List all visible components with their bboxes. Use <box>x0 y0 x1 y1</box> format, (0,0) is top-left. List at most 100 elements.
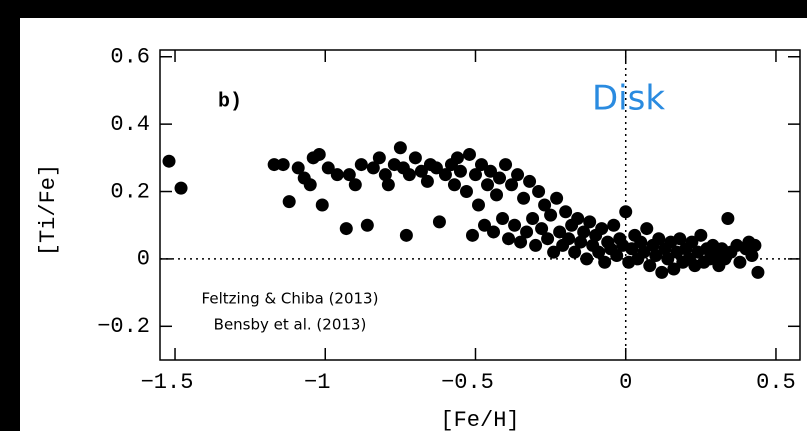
point <box>267 158 281 172</box>
panel-label: b) <box>218 90 242 113</box>
point <box>339 222 353 236</box>
point <box>484 164 498 178</box>
point <box>547 245 561 259</box>
point <box>649 249 663 263</box>
point <box>312 147 326 161</box>
point <box>490 188 504 202</box>
point <box>607 218 621 232</box>
x-tick-label: 0.5 <box>756 370 796 395</box>
point <box>511 168 525 182</box>
point <box>580 252 594 266</box>
point <box>453 164 467 178</box>
point <box>354 158 368 172</box>
point <box>541 232 555 246</box>
point <box>652 232 666 246</box>
point <box>592 245 606 259</box>
point <box>673 232 687 246</box>
point <box>694 228 708 242</box>
point <box>459 185 473 199</box>
point <box>535 222 549 236</box>
point <box>499 158 513 172</box>
point <box>420 174 434 188</box>
y-tick-label: 0 <box>137 247 150 272</box>
point <box>399 228 413 242</box>
point <box>553 225 567 239</box>
point <box>348 178 362 192</box>
point <box>571 211 585 225</box>
point <box>496 211 510 225</box>
point <box>462 147 476 161</box>
point <box>625 242 639 256</box>
point <box>751 265 765 279</box>
point <box>505 178 519 192</box>
point <box>517 191 531 205</box>
point <box>438 168 452 182</box>
point <box>559 205 573 219</box>
point <box>282 195 296 209</box>
point <box>640 222 654 236</box>
point <box>685 235 699 249</box>
x-axis-label: [Fe/H] <box>440 408 519 431</box>
point <box>661 252 675 266</box>
y-axis-label: [Ti/Fe] <box>36 164 61 256</box>
point <box>595 222 609 236</box>
point <box>465 228 479 242</box>
x-tick-label: −0.5 <box>441 370 494 395</box>
x-tick-label: −1.5 <box>141 370 194 395</box>
point <box>721 211 735 225</box>
point <box>478 218 492 232</box>
point <box>532 185 546 199</box>
point <box>330 168 344 182</box>
point <box>748 238 762 252</box>
point <box>538 198 552 212</box>
point <box>520 225 534 239</box>
point <box>360 218 374 232</box>
point <box>276 158 290 172</box>
source-label: Feltzing & Chiba (2013) <box>202 290 379 308</box>
point <box>643 259 657 273</box>
point <box>321 161 335 175</box>
point <box>526 211 540 225</box>
point <box>634 235 648 249</box>
point <box>619 205 633 219</box>
point <box>514 235 528 249</box>
panel <box>20 18 807 431</box>
point <box>447 178 461 192</box>
y-tick-label: −0.2 <box>97 314 150 339</box>
point <box>583 215 597 229</box>
point <box>468 168 482 182</box>
point <box>733 255 747 269</box>
point <box>481 178 495 192</box>
point <box>408 151 422 165</box>
point <box>372 151 386 165</box>
y-tick-label: 0.6 <box>110 45 150 70</box>
point <box>529 238 543 252</box>
point <box>487 225 501 239</box>
point <box>471 198 485 212</box>
point <box>381 178 395 192</box>
point <box>414 164 428 178</box>
point <box>393 141 407 155</box>
point <box>562 232 576 246</box>
point <box>493 171 507 185</box>
x-tick-label: 0 <box>619 370 632 395</box>
point <box>342 168 356 182</box>
point <box>637 245 651 259</box>
region-label: Disk <box>592 79 665 119</box>
source-label: Bensby et al. (2013) <box>214 316 367 334</box>
point <box>577 225 591 239</box>
point <box>502 232 516 246</box>
point <box>508 218 522 232</box>
point <box>174 181 188 195</box>
y-tick-label: 0.4 <box>110 112 150 137</box>
point <box>366 161 380 175</box>
y-tick-label: 0.2 <box>110 179 150 204</box>
point <box>429 161 443 175</box>
point <box>162 154 176 168</box>
point <box>315 198 329 212</box>
point <box>402 168 416 182</box>
point <box>550 191 564 205</box>
point <box>303 178 317 192</box>
point <box>745 249 759 263</box>
